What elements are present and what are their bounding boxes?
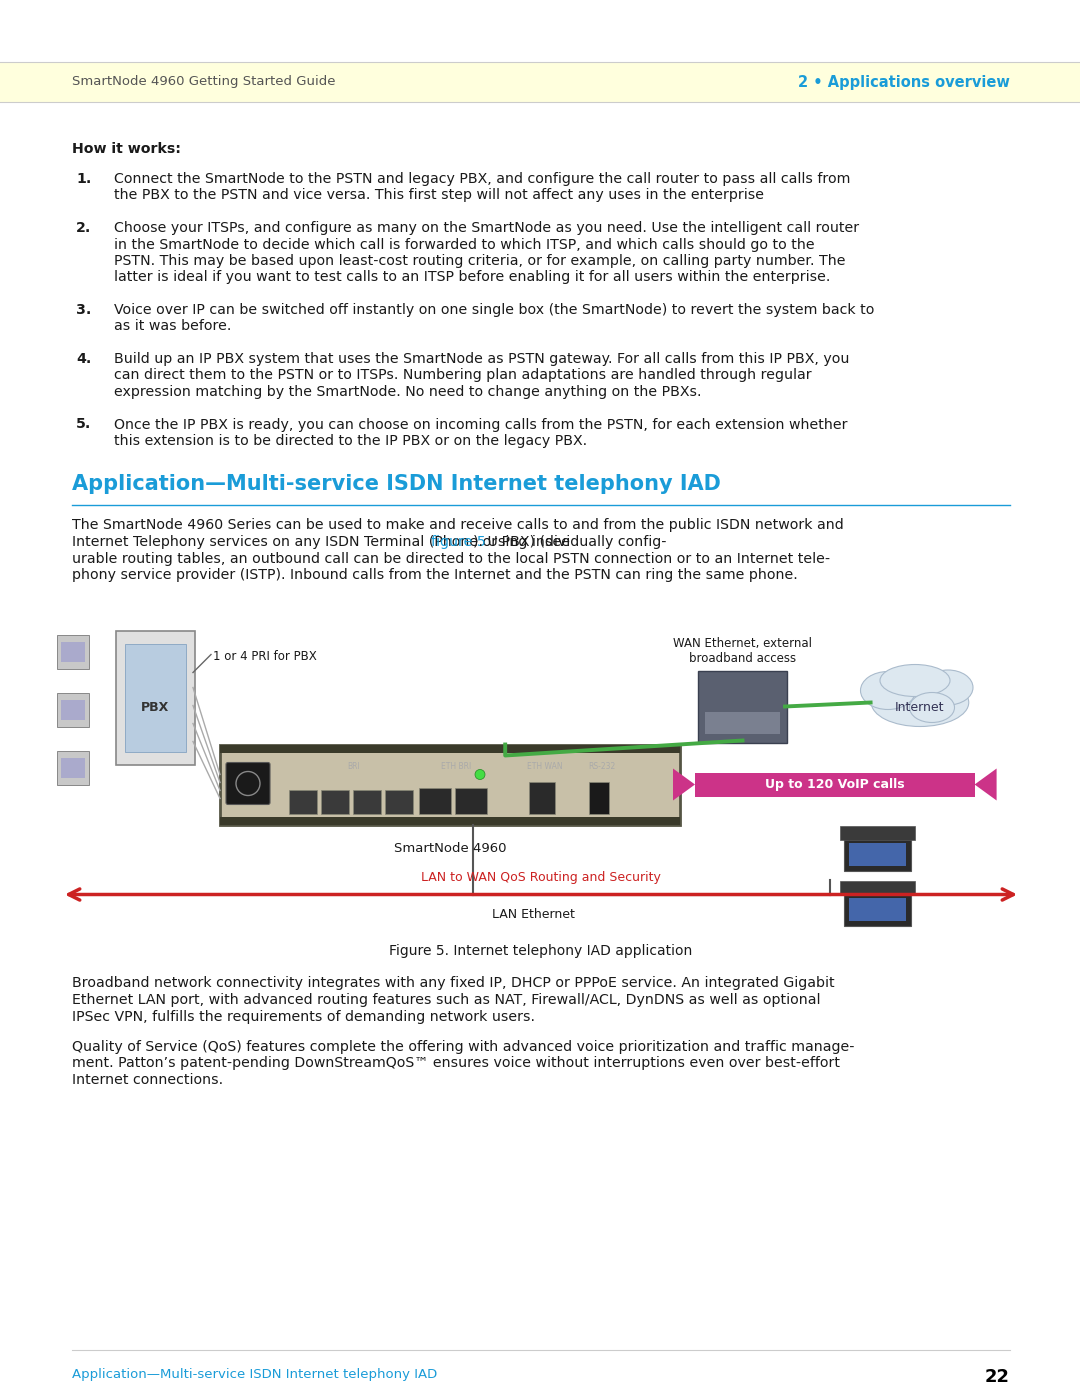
- Text: latter is ideal if you want to test calls to an ITSP before enabling it for all : latter is ideal if you want to test call…: [114, 271, 831, 285]
- FancyBboxPatch shape: [289, 789, 318, 813]
- Text: ). Using individually config-: ). Using individually config-: [473, 535, 666, 549]
- Text: ment. Patton’s patent-pending DownStreamQoS™ ensures voice without interruptions: ment. Patton’s patent-pending DownStream…: [72, 1056, 840, 1070]
- Text: Once the IP PBX is ready, you can choose on incoming calls from the PSTN, for ea: Once the IP PBX is ready, you can choose…: [114, 418, 848, 432]
- Text: Internet: Internet: [895, 701, 945, 714]
- Text: How it works:: How it works:: [72, 142, 181, 156]
- FancyBboxPatch shape: [705, 711, 780, 733]
- Ellipse shape: [880, 665, 950, 697]
- Text: ETH WAN: ETH WAN: [527, 761, 563, 771]
- Text: Voice over IP can be switched off instantly on one single box (the SmartNode) to: Voice over IP can be switched off instan…: [114, 303, 875, 317]
- FancyBboxPatch shape: [529, 781, 555, 813]
- Text: Application—Multi-service ISDN Internet telephony IAD: Application—Multi-service ISDN Internet …: [72, 475, 720, 495]
- FancyBboxPatch shape: [353, 789, 381, 813]
- Text: Application—Multi-service ISDN Internet telephony IAD: Application—Multi-service ISDN Internet …: [72, 1368, 437, 1382]
- Text: Broadband network connectivity integrates with any fixed IP, DHCP or PPPoE servi: Broadband network connectivity integrate…: [72, 977, 835, 990]
- Text: can direct them to the PSTN or to ITSPs. Numbering plan adaptations are handled : can direct them to the PSTN or to ITSPs.…: [114, 369, 812, 383]
- Text: RS-232: RS-232: [589, 761, 616, 771]
- Text: the PBX to the PSTN and vice versa. This first step will not affect any uses in : the PBX to the PSTN and vice versa. This…: [114, 189, 764, 203]
- Text: The SmartNode 4960 Series can be used to make and receive calls to and from the : The SmartNode 4960 Series can be used to…: [72, 518, 843, 532]
- FancyBboxPatch shape: [220, 816, 680, 824]
- Text: expression matching by the SmartNode. No need to change anything on the PBXs.: expression matching by the SmartNode. No…: [114, 386, 702, 400]
- FancyBboxPatch shape: [116, 630, 195, 764]
- FancyBboxPatch shape: [60, 641, 85, 662]
- FancyBboxPatch shape: [0, 61, 1080, 102]
- Text: figure 5: figure 5: [431, 535, 486, 549]
- FancyBboxPatch shape: [843, 835, 912, 870]
- FancyBboxPatch shape: [57, 634, 89, 669]
- Text: Internet connections.: Internet connections.: [72, 1073, 224, 1087]
- FancyBboxPatch shape: [419, 788, 451, 813]
- FancyBboxPatch shape: [125, 644, 186, 752]
- Text: in the SmartNode to decide which call is forwarded to which ITSP, and which call: in the SmartNode to decide which call is…: [114, 237, 814, 251]
- FancyBboxPatch shape: [57, 693, 89, 726]
- Text: LAN Ethernet: LAN Ethernet: [491, 908, 575, 922]
- Ellipse shape: [923, 671, 973, 705]
- Text: 2.: 2.: [76, 221, 92, 235]
- Text: ETH BRI: ETH BRI: [441, 761, 471, 771]
- Ellipse shape: [909, 693, 955, 722]
- Ellipse shape: [872, 679, 969, 726]
- Polygon shape: [673, 768, 696, 800]
- Text: urable routing tables, an outbound call can be directed to the local PSTN connec: urable routing tables, an outbound call …: [72, 552, 831, 566]
- Ellipse shape: [861, 672, 916, 710]
- Text: BRI: BRI: [348, 761, 361, 771]
- Text: 4.: 4.: [76, 352, 92, 366]
- FancyBboxPatch shape: [696, 773, 974, 796]
- Text: Figure 5. Internet telephony IAD application: Figure 5. Internet telephony IAD applica…: [390, 944, 692, 958]
- Text: 1.: 1.: [76, 172, 92, 186]
- FancyBboxPatch shape: [589, 781, 609, 813]
- Text: 1 or 4 PRI for PBX: 1 or 4 PRI for PBX: [213, 650, 316, 662]
- FancyBboxPatch shape: [384, 789, 413, 813]
- Text: Build up an IP PBX system that uses the SmartNode as PSTN gateway. For all calls: Build up an IP PBX system that uses the …: [114, 352, 849, 366]
- Circle shape: [475, 770, 485, 780]
- Text: phony service provider (ISTP). Inbound calls from the Internet and the PSTN can : phony service provider (ISTP). Inbound c…: [72, 569, 798, 583]
- FancyBboxPatch shape: [60, 757, 85, 778]
- Circle shape: [237, 771, 260, 795]
- Text: this extension is to be directed to the IP PBX or on the legacy PBX.: this extension is to be directed to the …: [114, 434, 588, 448]
- Text: 2 • Applications overview: 2 • Applications overview: [798, 74, 1010, 89]
- Polygon shape: [974, 768, 997, 800]
- Text: Ethernet LAN port, with advanced routing features such as NAT, Firewall/ACL, Dyn: Ethernet LAN port, with advanced routing…: [72, 993, 821, 1007]
- Text: Up to 120 VoIP calls: Up to 120 VoIP calls: [765, 778, 905, 791]
- Text: as it was before.: as it was before.: [114, 320, 231, 334]
- Text: Internet Telephony services on any ISDN Terminal (Phone or PBX) (see: Internet Telephony services on any ISDN …: [72, 535, 575, 549]
- Text: IPSec VPN, fulfills the requirements of demanding network users.: IPSec VPN, fulfills the requirements of …: [72, 1010, 535, 1024]
- Text: 22: 22: [985, 1368, 1010, 1386]
- Text: WAN Ethernet, external: WAN Ethernet, external: [673, 637, 812, 650]
- Text: PSTN. This may be based upon least-cost routing criteria, or for example, on cal: PSTN. This may be based upon least-cost …: [114, 254, 846, 268]
- Text: 5.: 5.: [76, 418, 92, 432]
- Text: Quality of Service (QoS) features complete the offering with advanced voice prio: Quality of Service (QoS) features comple…: [72, 1039, 854, 1053]
- FancyBboxPatch shape: [321, 789, 349, 813]
- FancyBboxPatch shape: [455, 788, 487, 813]
- FancyBboxPatch shape: [226, 763, 270, 805]
- Text: broadband access: broadband access: [689, 652, 796, 665]
- FancyBboxPatch shape: [849, 897, 906, 921]
- Text: SmartNode 4960: SmartNode 4960: [394, 842, 507, 855]
- Text: LAN to WAN QoS Routing and Security: LAN to WAN QoS Routing and Security: [421, 872, 661, 884]
- FancyBboxPatch shape: [698, 671, 787, 742]
- Text: Connect the SmartNode to the PSTN and legacy PBX, and configure the call router : Connect the SmartNode to the PSTN and le…: [114, 172, 850, 186]
- FancyBboxPatch shape: [840, 880, 915, 894]
- FancyBboxPatch shape: [843, 890, 912, 925]
- FancyBboxPatch shape: [57, 750, 89, 785]
- Text: SmartNode 4960 Getting Started Guide: SmartNode 4960 Getting Started Guide: [72, 75, 336, 88]
- Text: Choose your ITSPs, and configure as many on the SmartNode as you need. Use the i: Choose your ITSPs, and configure as many…: [114, 221, 859, 235]
- FancyBboxPatch shape: [220, 745, 680, 824]
- FancyBboxPatch shape: [220, 745, 680, 753]
- FancyBboxPatch shape: [840, 826, 915, 840]
- FancyBboxPatch shape: [849, 842, 906, 866]
- FancyBboxPatch shape: [60, 700, 85, 719]
- Text: PBX: PBX: [141, 701, 170, 714]
- Text: 3.: 3.: [76, 303, 92, 317]
